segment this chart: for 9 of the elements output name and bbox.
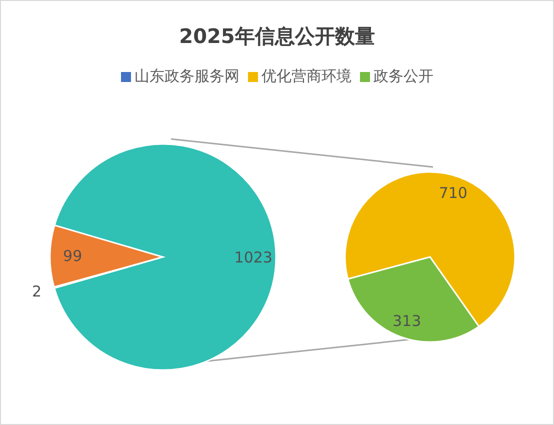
- chart-title: 2025年信息公开数量: [178, 23, 376, 50]
- data-label: 1023: [234, 248, 272, 266]
- data-label: 99: [63, 247, 82, 266]
- data-label: 710: [438, 184, 468, 202]
- data-label: 2: [32, 282, 42, 300]
- legend-label: 优化营商环境: [262, 67, 352, 86]
- data-label: 313: [392, 312, 422, 330]
- legend-label: 山东政务服务网: [134, 67, 240, 86]
- legend-label: 政务公开: [374, 67, 434, 86]
